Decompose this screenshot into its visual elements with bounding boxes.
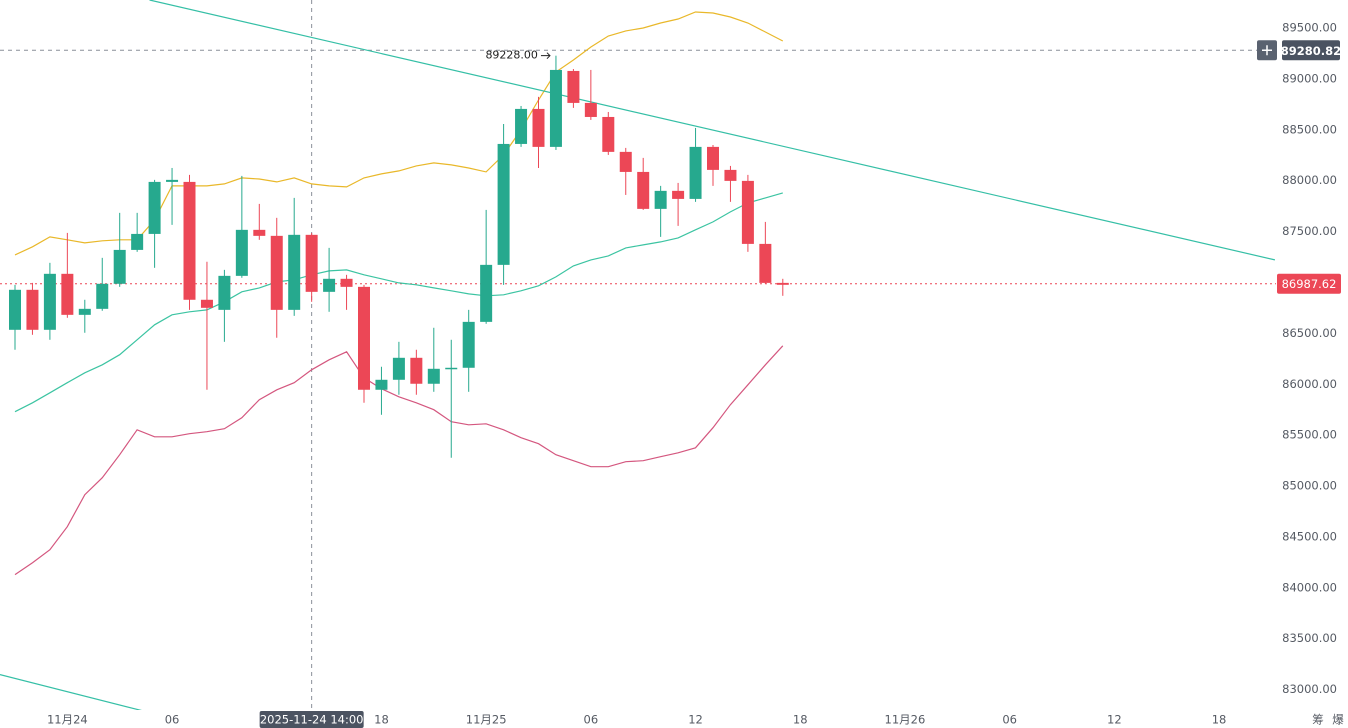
x-tick-label: 11月25 <box>466 713 507 727</box>
x-tick-label: 11月26 <box>885 713 926 727</box>
candle-body <box>253 229 266 236</box>
candle-body <box>567 70 580 103</box>
trendline <box>149 0 1276 261</box>
crosshair-time-label: 2025-11-24 14:00 <box>260 713 364 727</box>
candle-body <box>532 108 545 147</box>
candle-body <box>288 234 301 310</box>
x-tick-label: 18 <box>793 713 808 727</box>
candle-body <box>166 179 179 182</box>
x-tick-label: 12 <box>688 713 703 727</box>
trendline <box>0 673 142 710</box>
candle-body <box>61 273 74 315</box>
x-tick-label: 18 <box>1212 713 1227 727</box>
y-tick-label: 87500.00 <box>1282 224 1337 238</box>
x-tick-label: 06 <box>165 713 180 727</box>
toolbar-label[interactable]: 筹 <box>1312 713 1324 727</box>
candle-body <box>305 234 318 292</box>
x-tick-label: 11月24 <box>47 713 88 727</box>
candle-body <box>776 282 789 285</box>
y-tick-label: 86500.00 <box>1282 326 1337 340</box>
last-price-label: 86987.62 <box>1282 277 1337 291</box>
x-tick-label: 12 <box>1107 713 1122 727</box>
candle-body <box>131 233 144 250</box>
candle-body <box>148 181 161 234</box>
candle-body <box>26 289 39 330</box>
candle-body <box>9 289 21 330</box>
toolbar-label[interactable]: 爆 <box>1332 713 1344 727</box>
candle-body <box>602 116 615 152</box>
y-tick-label: 88500.00 <box>1282 122 1337 136</box>
candle-body <box>759 243 772 283</box>
candle-body <box>637 171 650 209</box>
candle-body <box>689 146 702 199</box>
candle-body <box>619 151 632 172</box>
x-tick-label: 06 <box>1002 713 1017 727</box>
candle-body <box>235 229 248 276</box>
band-line <box>14 192 783 413</box>
y-tick-label: 89000.00 <box>1282 71 1337 85</box>
band-line <box>14 345 784 576</box>
candle-body <box>375 379 388 390</box>
candle-body <box>427 368 440 384</box>
y-tick-label: 84000.00 <box>1282 580 1337 594</box>
x-tick-label: 18 <box>374 713 389 727</box>
candle-body <box>741 180 754 244</box>
candle-body <box>707 146 719 170</box>
candle-body <box>584 102 597 117</box>
candle-body <box>113 249 126 284</box>
candle-body <box>270 235 283 310</box>
candle-body <box>549 69 562 147</box>
candle-body <box>654 190 667 209</box>
y-tick-label: 83500.00 <box>1282 631 1337 645</box>
candle-body <box>340 278 353 287</box>
candle-body <box>480 264 493 322</box>
candle-body <box>445 367 458 370</box>
candle-body <box>96 283 109 309</box>
candle-body <box>200 299 213 308</box>
plot-area <box>0 0 1276 710</box>
candle-body <box>78 308 91 315</box>
y-tick-label: 85500.00 <box>1282 428 1337 442</box>
high-marker-arrow <box>540 52 551 60</box>
y-tick-label: 89500.00 <box>1282 20 1337 34</box>
add-button-icon <box>1262 45 1272 56</box>
crosshair-time-box <box>259 711 364 728</box>
x-tick-label: 06 <box>584 713 599 727</box>
y-tick-label: 86000.00 <box>1282 377 1337 391</box>
candle-body <box>218 275 231 310</box>
candle-body <box>43 273 56 330</box>
crosshair-price-box <box>1282 40 1340 61</box>
candle-body <box>410 357 423 384</box>
candle-body <box>497 143 510 265</box>
y-tick-label: 84500.00 <box>1282 529 1337 543</box>
candle-body <box>358 286 370 390</box>
y-tick-label: 88000.00 <box>1282 173 1337 187</box>
candle-body <box>724 169 737 181</box>
last-price-box <box>1277 273 1341 294</box>
candle-body <box>392 357 405 380</box>
crosshair-price-label: 89280.82 <box>1281 44 1341 58</box>
candle-body <box>183 181 196 300</box>
candle-body <box>515 108 528 144</box>
y-tick-label: 83000.00 <box>1282 682 1337 696</box>
candle-body <box>323 278 336 292</box>
candle-body <box>462 321 475 368</box>
high-marker-label: 89228.00 <box>485 49 538 62</box>
candle-body <box>672 190 685 199</box>
band-line <box>14 11 784 256</box>
y-tick-label: 85000.00 <box>1282 479 1337 493</box>
